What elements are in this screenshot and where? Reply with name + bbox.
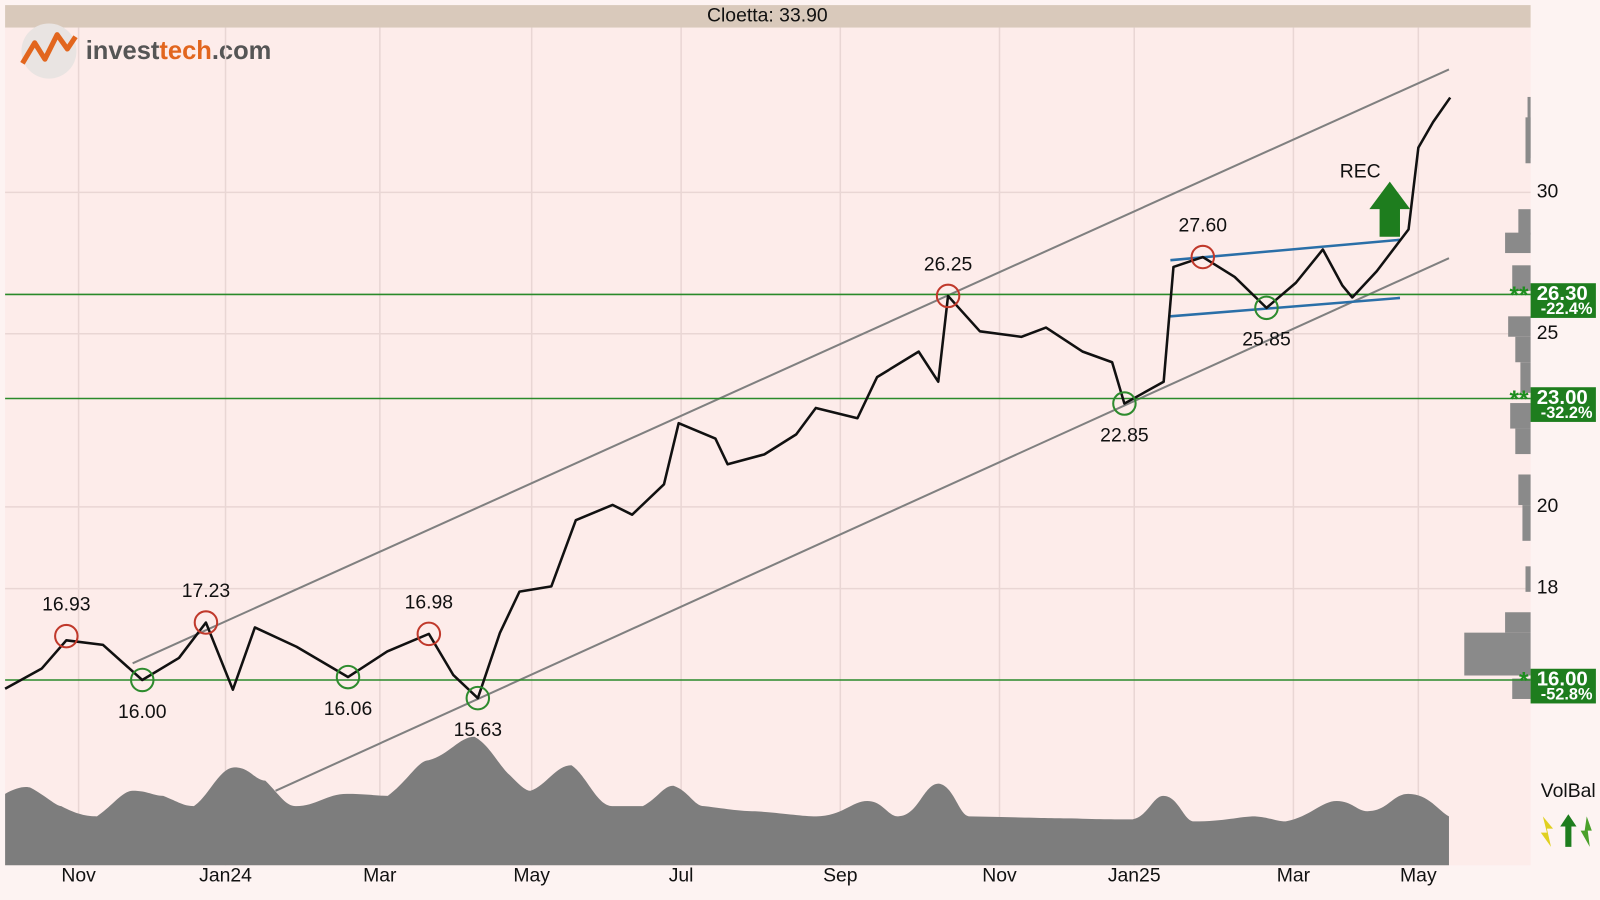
header-bar [5, 5, 1531, 28]
series: 16.93 17.23 16.98 26.25 27.60 16.00 16.06 15.63… [4, 96, 1452, 741]
level-label: 16.00 [1537, 668, 1588, 690]
pivot-marker [465, 685, 491, 711]
trend-channel-upper [132, 68, 1450, 665]
pivot-marker [335, 664, 361, 690]
profile-bar [1505, 612, 1531, 633]
profile-bar [1515, 336, 1531, 363]
level-box [1530, 668, 1596, 704]
y-tick-label: 20 [1537, 495, 1559, 517]
indicator-label: VolBal [1541, 780, 1596, 802]
pivot-marker [54, 623, 79, 649]
pivot-marker [935, 283, 961, 309]
logo-text: investtech.com [86, 37, 272, 65]
x-tick-label: Nov [61, 865, 96, 887]
x-tick-label: Jul [669, 865, 694, 887]
level-change: -52.8% [1541, 686, 1593, 704]
level-flag: ** [1510, 386, 1530, 413]
levels: ** 26.30-22.4% ** 23.00-32.2% * 16.00-52.8% [5, 282, 1596, 704]
profile-bar [1515, 428, 1531, 455]
logo-part: .com [212, 37, 272, 65]
grid: Nov Jan24 Mar May Jul Sep Nov Jan25 Mar May 18 20 25… [5, 27, 1559, 887]
logo-icon [20, 32, 78, 65]
profile-bar [1522, 505, 1531, 541]
pivot-label: 16.00 [118, 701, 167, 723]
pivot-label: 16.93 [42, 594, 91, 616]
x-tick-label: Jan24 [199, 865, 252, 887]
x-tick-label: Nov [982, 865, 1017, 887]
y-tick-label: 18 [1537, 577, 1559, 599]
profile-bar [1508, 316, 1531, 337]
logo: investtech.com [20, 23, 272, 79]
profile-bar [1520, 362, 1531, 393]
indicator-icon [1560, 814, 1577, 847]
pivot-label: 22.85 [1100, 424, 1149, 446]
profile-bar [1505, 232, 1531, 254]
level-change: -32.2% [1541, 404, 1593, 422]
volume-area [5, 736, 1449, 866]
indicator-icon [1540, 816, 1554, 847]
profile-bar [1525, 566, 1531, 592]
pivot-marker [1112, 391, 1137, 416]
annotation: REC [1340, 161, 1381, 183]
x-tick-label: May [1400, 865, 1437, 887]
pivot-label: 15.63 [454, 719, 503, 741]
profile-bar [1512, 678, 1531, 699]
level-label: 26.30 [1537, 283, 1588, 305]
pivot-marker [1254, 295, 1279, 321]
logo-part: invest [86, 37, 160, 65]
indicator-icon [1580, 816, 1592, 847]
x-tick-label: Sep [823, 865, 857, 887]
logo-part: tech [159, 37, 211, 65]
x-tick-label: Jan25 [1108, 865, 1161, 887]
x-tick-label: Mar [1277, 865, 1311, 887]
rectangle-top [1170, 238, 1401, 262]
pivot-label: 16.98 [405, 591, 454, 613]
profile-bar [1525, 117, 1531, 164]
volume-profile [1464, 96, 1531, 699]
level-label: 23.00 [1537, 387, 1588, 409]
y-tick-label: 25 [1537, 322, 1559, 344]
level-flag: ** [1510, 282, 1530, 309]
level-box [1530, 387, 1596, 422]
trend-channel-lower [275, 257, 1450, 792]
x-tick-label: Mar [363, 865, 397, 887]
profile-bar [1464, 632, 1531, 676]
level-change: -22.4% [1541, 300, 1593, 318]
rectangle-bottom [1170, 296, 1401, 318]
pivot-marker [193, 610, 219, 635]
pivot-label: 16.06 [324, 698, 372, 720]
buy-arrow [1369, 181, 1411, 237]
pivot-label: 27.60 [1179, 215, 1228, 237]
x-tick-label: May [513, 865, 550, 887]
plot-area [5, 27, 1531, 866]
price-line [4, 96, 1452, 700]
pivot-marker [130, 667, 155, 693]
profile-bar [1518, 209, 1531, 235]
profile-bar [1512, 265, 1531, 291]
pivot-marker [416, 621, 442, 647]
pivot-label: 17.23 [182, 580, 231, 602]
level-flag: * [1519, 667, 1529, 694]
y-tick-label: 30 [1537, 180, 1559, 202]
pivot-label: 25.85 [1242, 329, 1291, 351]
level-box [1530, 283, 1596, 318]
profile-bar [1510, 403, 1531, 429]
profile-bar [1518, 474, 1531, 506]
pivot-marker [1190, 244, 1216, 270]
pivot-label: 26.25 [924, 253, 973, 275]
chart-title: Cloetta: 33.90 [707, 4, 828, 26]
